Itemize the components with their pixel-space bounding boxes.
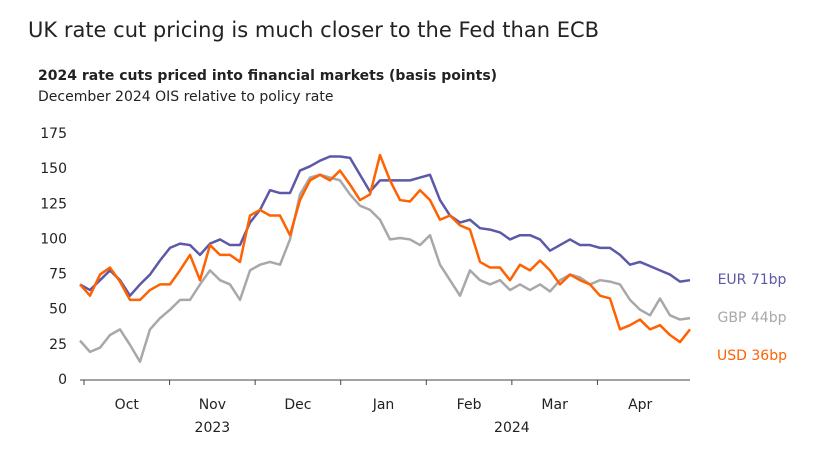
series-line	[79, 155, 691, 297]
x-tick-label: Nov	[199, 397, 226, 413]
year-label: 2023	[195, 420, 231, 436]
legend-label: GBP 44bp	[718, 310, 787, 326]
y-tick-label: 0	[58, 372, 67, 388]
y-tick-label: 175	[40, 126, 67, 142]
legend-label: EUR 71bp	[718, 272, 787, 288]
y-tick-label: 125	[40, 196, 67, 212]
x-tick-label: Jan	[372, 397, 395, 413]
chart-title: UK rate cut pricing is much closer to th…	[28, 18, 599, 42]
legend-label: USD 36bp	[717, 348, 787, 364]
y-tick-label: 100	[40, 231, 67, 247]
series-line	[79, 153, 691, 344]
y-tick-label: 75	[49, 267, 67, 283]
chart-subtitle: 2024 rate cuts priced into financial mar…	[38, 68, 497, 84]
x-tick-label: Oct	[115, 397, 140, 413]
x-tick-label: Apr	[628, 397, 652, 413]
x-tick-label: Dec	[284, 397, 311, 413]
year-label: 2024	[494, 420, 530, 436]
y-tick-label: 50	[49, 302, 67, 318]
y-tick-label: 25	[49, 337, 67, 353]
y-tick-label: 150	[40, 161, 67, 177]
series-line	[79, 173, 691, 363]
chart-note: December 2024 OIS relative to policy rat…	[38, 89, 333, 105]
x-tick-label: Feb	[457, 397, 482, 413]
x-tick-label: Mar	[541, 397, 568, 413]
